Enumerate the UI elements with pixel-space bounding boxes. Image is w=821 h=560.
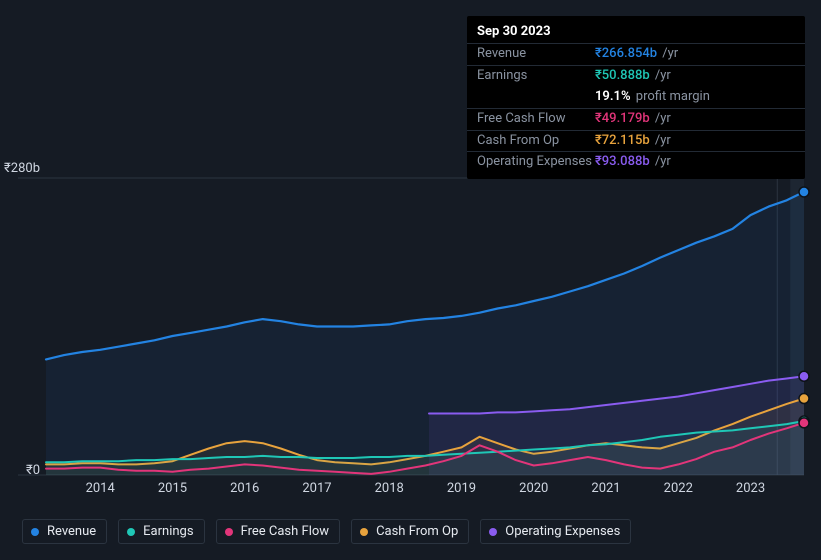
tooltip-label [477,89,595,106]
tooltip-label: Operating Expenses [477,154,595,171]
legend-dot-icon [489,528,497,536]
legend-item-revenue[interactable]: Revenue [22,519,107,544]
chart-legend: Revenue Earnings Free Cash Flow Cash From O… [22,519,631,544]
legend-item-cash_op[interactable]: Cash From Op [351,519,469,544]
legend-dot-icon [225,528,233,536]
x-axis-label: 2017 [302,481,331,496]
tooltip-amount: ₹72.115b [595,133,650,148]
tooltip-row: Earnings₹50.888b /yr [467,65,805,87]
tooltip-label: Revenue [477,46,595,63]
tooltip-unit: /yr [652,68,671,83]
y-axis-label: ₹0 [0,463,40,478]
tooltip-value: ₹50.888b /yr [595,68,671,85]
legend-dot-icon [360,528,368,536]
tooltip-unit: /yr [659,46,678,61]
tooltip-amount: ₹50.888b [595,68,650,83]
legend-item-fcf[interactable]: Free Cash Flow [216,519,340,544]
legend-label: Operating Expenses [505,524,620,539]
chart-tooltip: Sep 30 2023Revenue₹266.854b /yrEarnings₹… [467,16,805,179]
x-axis-label: 2016 [230,481,259,496]
tooltip-pct-suffix: profit margin [633,89,710,104]
tooltip-row: 19.1% profit margin [467,87,805,108]
tooltip-amount: ₹93.088b [595,154,650,169]
series-marker-op_exp [799,371,809,381]
x-axis-label: 2020 [519,481,548,496]
legend-dot-icon [31,528,39,536]
tooltip-value: ₹93.088b /yr [595,154,671,171]
x-axis-label: 2021 [591,481,620,496]
tooltip-unit: /yr [652,154,671,169]
tooltip-title: Sep 30 2023 [467,22,805,43]
x-axis-label: 2015 [158,481,187,496]
series-marker-fcf [799,418,809,428]
series-marker-cash_op [799,394,809,404]
x-axis-label: 2018 [375,481,404,496]
x-axis-label: 2019 [447,481,476,496]
tooltip-row: Revenue₹266.854b /yr [467,43,805,65]
legend-item-earnings[interactable]: Earnings [118,519,204,544]
legend-label: Free Cash Flow [241,524,329,539]
legend-dot-icon [127,528,135,536]
tooltip-unit: /yr [652,133,671,148]
legend-item-op_exp[interactable]: Operating Expenses [480,519,631,544]
legend-label: Revenue [47,524,96,539]
tooltip-label: Cash From Op [477,133,595,150]
tooltip-value: 19.1% profit margin [595,89,710,106]
x-axis-label: 2023 [736,481,765,496]
y-axis-label: ₹280b [0,161,40,176]
tooltip-row: Free Cash Flow₹49.179b /yr [467,108,805,130]
tooltip-value: ₹72.115b /yr [595,133,671,150]
tooltip-unit: /yr [652,111,671,126]
tooltip-amount: ₹49.179b [595,111,650,126]
legend-label: Cash From Op [376,524,458,539]
tooltip-value: ₹49.179b /yr [595,111,671,128]
tooltip-row: Cash From Op₹72.115b /yr [467,130,805,152]
series-marker-revenue [799,187,809,197]
tooltip-label: Earnings [477,68,595,85]
x-axis-label: 2022 [664,481,693,496]
tooltip-amount: ₹266.854b [595,46,657,61]
tooltip-pct: 19.1% [595,89,631,104]
tooltip-row: Operating Expenses₹93.088b /yr [467,151,805,173]
tooltip-label: Free Cash Flow [477,111,595,128]
legend-label: Earnings [143,524,193,539]
tooltip-value: ₹266.854b /yr [595,46,678,63]
x-axis-label: 2014 [86,481,115,496]
